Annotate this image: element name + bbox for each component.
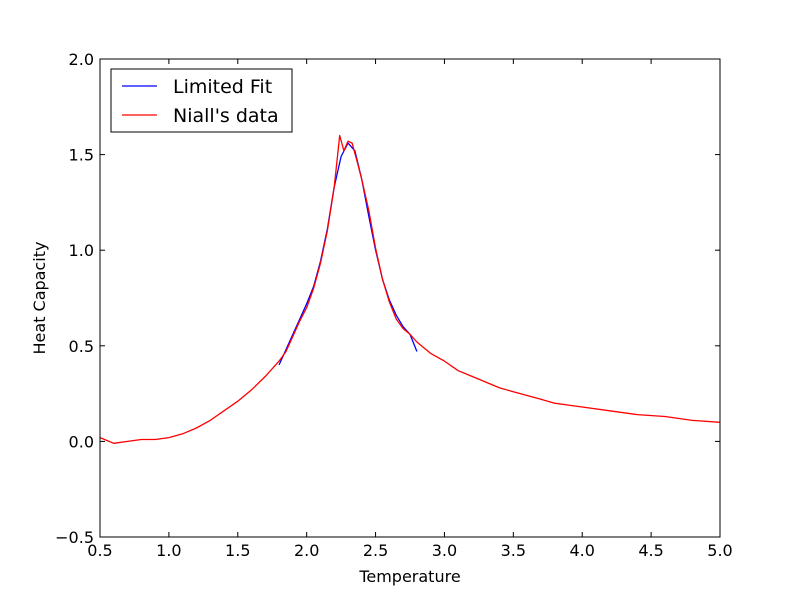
x-tick-label: 3.5: [501, 541, 526, 560]
x-tick-label: 1.5: [225, 541, 250, 560]
series-layer: [99, 134, 721, 444]
legend-label-nialls-data: Niall's data: [173, 105, 279, 127]
series-line-limited-fit: [278, 142, 418, 366]
x-tick-label: 2.5: [363, 541, 388, 560]
legend-frame: [110, 68, 293, 133]
y-tick-label: 2.0: [69, 50, 94, 69]
x-tick-label: 4.0: [569, 541, 594, 560]
y-tick-label: 0.0: [69, 432, 94, 451]
x-tick-label: 3.0: [432, 541, 457, 560]
ticks-layer: 0.5 1.0 1.5 2.0 2.5 3.0 3.5 4.0 4.5 5.0 −0.5 0.0 0.5…: [55, 50, 733, 560]
legend-label-limited-fit: Limited Fit: [173, 76, 272, 98]
x-tick-label: 5.0: [707, 541, 732, 560]
x-tick-label: 2.0: [294, 541, 319, 560]
series-line-niall-s-data: [99, 134, 721, 444]
x-tick-label: 0.5: [87, 541, 112, 560]
x-tick-label: 4.5: [638, 541, 663, 560]
x-axis-label: Temperature: [358, 567, 460, 586]
y-axis-label: Heat Capacity: [30, 242, 49, 355]
x-tick-label: 1.0: [156, 541, 181, 560]
y-tick-label: 1.0: [69, 241, 94, 260]
y-tick-label: 0.5: [69, 337, 94, 356]
plot-frame: [99, 58, 721, 538]
y-tick-label: 1.5: [69, 146, 94, 165]
legend: Limited Fit Niall's data: [110, 68, 293, 133]
y-tick-label: −0.5: [55, 528, 94, 547]
